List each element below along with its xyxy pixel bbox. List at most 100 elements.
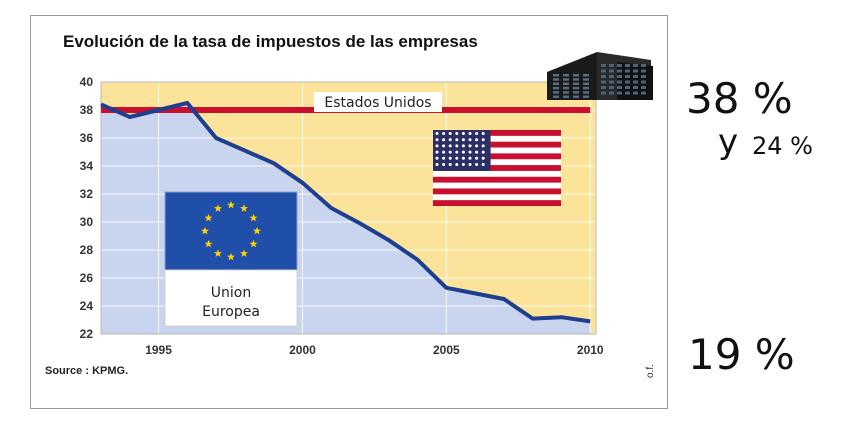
eu-star — [214, 204, 222, 212]
us-flag-star — [481, 144, 485, 148]
us-flag-star — [481, 138, 485, 142]
us-flag-star — [468, 138, 472, 142]
building-window — [573, 95, 579, 98]
us-flag-star — [475, 150, 479, 154]
building-window — [609, 91, 614, 95]
eu-star — [214, 249, 222, 257]
us-rate-alt-label: 24 % — [752, 132, 813, 160]
us-flag-star — [461, 144, 465, 148]
building-window — [633, 64, 638, 67]
eu-label-line1: Union — [211, 285, 251, 301]
us-rate-label: 38 % — [686, 74, 793, 123]
y-axis-ticks: 22 24 26 28 30 32 34 36 38 40 — [80, 75, 94, 341]
us-flag-star — [455, 150, 459, 154]
eu-star — [240, 249, 248, 257]
building-window — [617, 86, 622, 89]
building-window — [573, 82, 579, 85]
us-flag-star — [475, 132, 479, 135]
eu-star — [249, 239, 258, 248]
us-flag-star — [461, 156, 465, 160]
building-window — [573, 78, 579, 81]
y-tick-label: 22 — [80, 327, 94, 341]
us-label-box — [314, 92, 442, 112]
us-flag-star — [455, 132, 459, 135]
us-flag-star — [468, 156, 472, 160]
us-flag-star — [435, 156, 439, 160]
us-flag-star — [442, 156, 446, 160]
building-window — [601, 80, 606, 84]
eu-star — [253, 226, 261, 235]
chart-title: Evolución de la tasa de impuestos de las… — [63, 32, 478, 51]
office-building-icon — [547, 52, 653, 100]
building-window — [625, 80, 630, 84]
building-window — [553, 74, 559, 77]
us-flag-star — [448, 144, 452, 148]
eu-series — [100, 101, 591, 324]
source-note: Source : KPMG. — [45, 365, 128, 377]
us-flag-star — [442, 163, 446, 166]
us-flag-star — [468, 144, 472, 148]
us-flag-star — [435, 163, 439, 166]
eu-flag-icon — [164, 191, 298, 271]
us-flag-star — [435, 150, 439, 154]
eu-star — [227, 200, 235, 209]
building-window — [641, 86, 646, 89]
us-flag-star — [481, 150, 485, 154]
building-window — [633, 86, 638, 89]
us-flag-star — [448, 150, 452, 154]
us-flag-star — [455, 138, 459, 142]
x-tick-label: 1995 — [145, 343, 172, 357]
us-flag-star — [448, 156, 452, 160]
building-window — [633, 69, 638, 73]
building-window — [609, 64, 614, 67]
building-window — [583, 91, 589, 94]
eu-star — [204, 213, 213, 222]
us-flag-star — [461, 150, 465, 154]
us-flag-stripe — [433, 200, 561, 206]
building-window — [553, 78, 559, 81]
building-window — [641, 75, 646, 78]
building-window — [583, 82, 589, 85]
building-window — [583, 95, 589, 98]
x-tick-label: 2000 — [289, 343, 316, 357]
building-window — [617, 75, 622, 78]
eu-star — [201, 226, 209, 235]
us-flag-star — [468, 150, 472, 154]
building-window — [641, 69, 646, 73]
y-tick-label: 34 — [80, 159, 94, 173]
eu-label-box — [164, 269, 298, 327]
us-flag-stripe — [433, 176, 561, 183]
us-flag-star — [435, 138, 439, 142]
y-tick-label: 26 — [80, 271, 94, 285]
us-flag-star — [475, 138, 479, 142]
tax-rate-chart: 22 24 26 28 30 32 34 36 38 40 1995 2000 2005 2010 Ev… — [45, 32, 656, 378]
y-tick-label: 32 — [80, 187, 94, 201]
eu-star — [204, 239, 213, 248]
chart-frame: 22 24 26 28 30 32 34 36 38 40 1995 2000 2005 2010 Ev… — [30, 15, 668, 409]
eu-rate-label: 19 % — [688, 330, 795, 379]
building-window — [573, 91, 579, 94]
us-flag-star — [435, 144, 439, 148]
building-window — [553, 95, 559, 98]
us-flag-star — [461, 163, 465, 166]
eu-star — [249, 213, 258, 222]
plot-border — [100, 81, 597, 335]
us-flag-star — [475, 144, 479, 148]
building-window — [617, 64, 622, 67]
y-tick-label: 36 — [80, 131, 94, 145]
us-flag-star — [461, 138, 465, 142]
us-flag-stripe — [433, 141, 561, 148]
building-window — [583, 78, 589, 81]
building-window — [609, 75, 614, 78]
building-window — [641, 80, 646, 84]
eu-series-line — [100, 101, 591, 324]
building-window — [625, 75, 630, 78]
building-window — [563, 86, 569, 90]
x-tick-label: 2010 — [577, 343, 604, 357]
building-window — [617, 80, 622, 84]
us-flag-star — [461, 132, 465, 135]
us-flag-star — [442, 150, 446, 154]
building-window — [609, 86, 614, 89]
building-window — [553, 86, 559, 90]
conjunction-label: y — [718, 122, 739, 162]
